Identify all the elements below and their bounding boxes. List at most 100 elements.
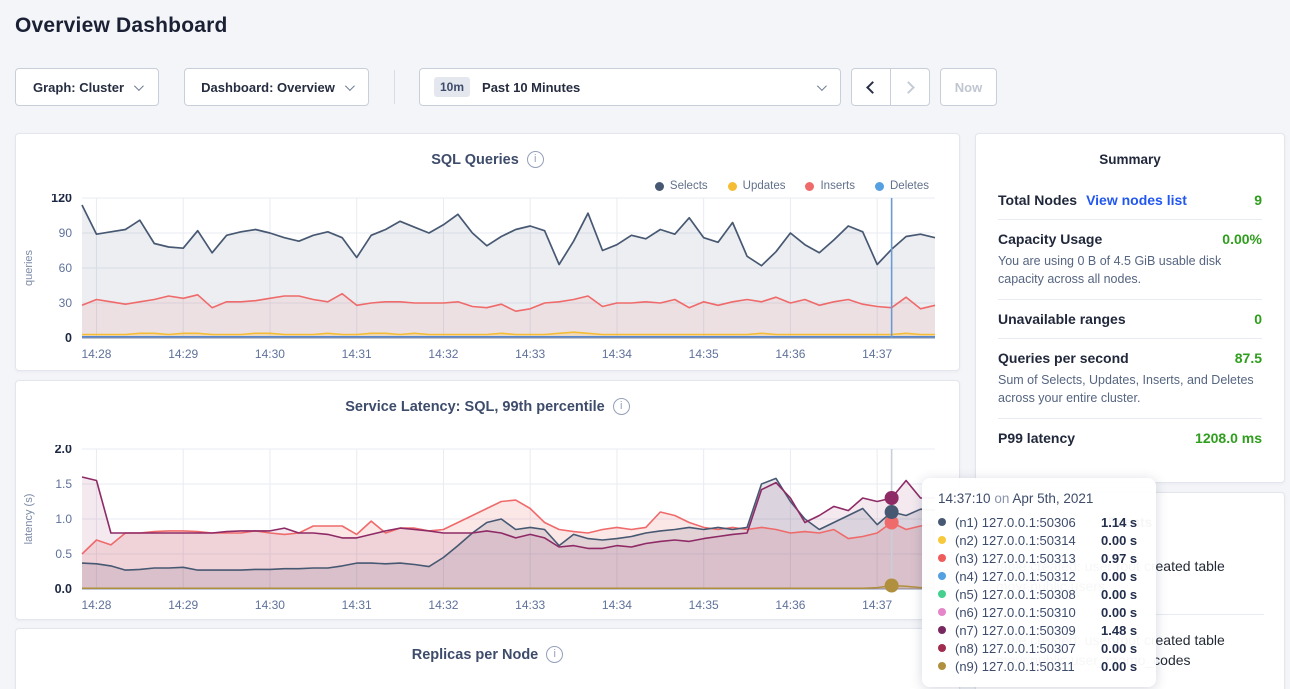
time-next-button[interactable] bbox=[890, 68, 930, 106]
svg-text:60: 60 bbox=[59, 261, 73, 275]
legend-dot-icon bbox=[655, 182, 664, 191]
chart-legend: Selects Updates Inserts Deletes bbox=[655, 180, 929, 192]
service-latency-chart[interactable]: 0.0 0.5 1.0 1.5 2.0 14:28 14:29 14:30 14:31 14:32… bbox=[16, 445, 959, 621]
service-latency-chart-card: Service Latency: SQL, 99th percentile i … bbox=[15, 380, 960, 620]
legend-item-deletes[interactable]: Deletes bbox=[875, 180, 929, 192]
summary-stat-queries-per-second: Queries per second87.5Sum of Selects, Up… bbox=[998, 338, 1262, 418]
legend-dot-icon bbox=[728, 182, 737, 191]
node-color-dot-icon bbox=[938, 572, 946, 580]
view-nodes-list-link[interactable]: View nodes list bbox=[1086, 192, 1187, 208]
svg-text:14:31: 14:31 bbox=[342, 598, 372, 612]
info-icon[interactable]: i bbox=[613, 398, 630, 415]
chart-title: SQL Queries bbox=[431, 152, 519, 168]
svg-text:14:30: 14:30 bbox=[255, 598, 285, 612]
svg-text:30: 30 bbox=[59, 296, 73, 310]
svg-text:queries: queries bbox=[23, 249, 35, 286]
tooltip-node-row: (n1) 127.0.0.1:503061.14 s bbox=[938, 513, 1140, 531]
tooltip-node-row: (n5) 127.0.0.1:503080.00 s bbox=[938, 585, 1140, 603]
node-color-dot-icon bbox=[938, 590, 946, 598]
svg-text:14:32: 14:32 bbox=[428, 598, 458, 612]
sql-queries-chart-card: SQL Queries i Selects Updates Inserts Delet… bbox=[15, 133, 960, 371]
svg-text:14:28: 14:28 bbox=[81, 598, 111, 612]
legend-item-selects[interactable]: Selects bbox=[655, 180, 708, 192]
dashboard-selector-label: Dashboard: Overview bbox=[201, 80, 335, 95]
legend-dot-icon bbox=[805, 182, 814, 191]
svg-text:90: 90 bbox=[59, 226, 73, 240]
svg-text:14:31: 14:31 bbox=[342, 347, 372, 361]
svg-text:14:33: 14:33 bbox=[515, 347, 545, 361]
svg-text:14:36: 14:36 bbox=[775, 347, 805, 361]
svg-text:14:33: 14:33 bbox=[515, 598, 545, 612]
legend-item-updates[interactable]: Updates bbox=[728, 180, 786, 192]
stat-value: 1208.0 ms bbox=[1195, 430, 1262, 446]
tooltip-node-row: (n7) 127.0.0.1:503091.48 s bbox=[938, 621, 1140, 639]
svg-text:14:29: 14:29 bbox=[168, 598, 198, 612]
chevron-down-icon bbox=[134, 81, 144, 91]
node-color-dot-icon bbox=[938, 662, 946, 670]
summary-panel: Summary Total NodesView nodes list9Capac… bbox=[975, 133, 1285, 483]
info-icon[interactable]: i bbox=[527, 151, 544, 168]
chevron-left-icon bbox=[866, 81, 879, 94]
summary-stat-total-nodes: Total NodesView nodes list9 bbox=[998, 181, 1262, 219]
summary-stat-capacity-usage: Capacity Usage0.00%You are using 0 B of … bbox=[998, 219, 1262, 299]
svg-text:120: 120 bbox=[51, 194, 72, 205]
tooltip-node-row: (n8) 127.0.0.1:503070.00 s bbox=[938, 639, 1140, 657]
svg-text:14:37: 14:37 bbox=[862, 598, 892, 612]
stat-description: You are using 0 B of 4.5 GiB usable disk… bbox=[998, 253, 1262, 288]
svg-text:0.0: 0.0 bbox=[55, 582, 72, 596]
time-range-label: Past 10 Minutes bbox=[482, 80, 580, 95]
dashboard-selector-dropdown[interactable]: Dashboard: Overview bbox=[184, 68, 369, 106]
stat-value: 87.5 bbox=[1235, 350, 1262, 366]
graph-selector-dropdown[interactable]: Graph: Cluster bbox=[15, 68, 159, 106]
svg-text:14:30: 14:30 bbox=[255, 347, 285, 361]
summary-title: Summary bbox=[998, 152, 1262, 167]
svg-text:14:35: 14:35 bbox=[689, 598, 719, 612]
svg-text:0.5: 0.5 bbox=[55, 547, 72, 561]
stat-value: 0 bbox=[1254, 311, 1262, 327]
svg-text:2.0: 2.0 bbox=[55, 445, 72, 456]
graph-selector-label: Graph: Cluster bbox=[33, 80, 124, 95]
svg-text:14:36: 14:36 bbox=[775, 598, 805, 612]
tooltip-node-row: (n2) 127.0.0.1:503140.00 s bbox=[938, 531, 1140, 549]
page-title: Overview Dashboard bbox=[15, 14, 228, 38]
svg-text:14:34: 14:34 bbox=[602, 598, 632, 612]
chevron-down-icon bbox=[817, 81, 827, 91]
svg-text:14:37: 14:37 bbox=[862, 347, 892, 361]
svg-text:14:35: 14:35 bbox=[689, 347, 719, 361]
node-color-dot-icon bbox=[938, 644, 946, 652]
summary-stat-p99-latency: P99 latency1208.0 ms bbox=[998, 418, 1262, 457]
tooltip-node-row: (n3) 127.0.0.1:503130.97 s bbox=[938, 549, 1140, 567]
stat-value: 0.00% bbox=[1222, 231, 1262, 247]
time-now-button[interactable]: Now bbox=[940, 68, 997, 106]
summary-stat-unavailable-ranges: Unavailable ranges0 bbox=[998, 299, 1262, 338]
node-color-dot-icon bbox=[938, 626, 946, 634]
time-range-badge: 10m bbox=[434, 77, 470, 97]
svg-text:14:29: 14:29 bbox=[168, 347, 198, 361]
time-range-dropdown[interactable]: 10m Past 10 Minutes bbox=[419, 68, 841, 106]
node-color-dot-icon bbox=[938, 608, 946, 616]
svg-text:1.5: 1.5 bbox=[55, 477, 72, 491]
legend-item-inserts[interactable]: Inserts bbox=[805, 180, 855, 192]
node-color-dot-icon bbox=[938, 536, 946, 544]
tooltip-node-row: (n6) 127.0.0.1:503100.00 s bbox=[938, 603, 1140, 621]
info-icon[interactable]: i bbox=[546, 646, 563, 663]
svg-text:latency (s): latency (s) bbox=[23, 494, 35, 545]
chart-hover-tooltip: 14:37:10 on Apr 5th, 2021 (n1) 127.0.0.1… bbox=[922, 478, 1156, 687]
node-color-dot-icon bbox=[938, 518, 946, 526]
svg-text:0: 0 bbox=[65, 331, 72, 345]
chart-title: Replicas per Node bbox=[412, 647, 539, 663]
time-prev-button[interactable] bbox=[851, 68, 891, 106]
replicas-per-node-chart-card: Replicas per Node i bbox=[15, 628, 960, 689]
chevron-right-icon bbox=[902, 81, 915, 94]
chevron-down-icon bbox=[345, 81, 355, 91]
tooltip-node-row: (n9) 127.0.0.1:503110.00 s bbox=[938, 657, 1140, 675]
sql-queries-chart[interactable]: 030609012014:2814:2914:3014:3114:3214:33… bbox=[16, 194, 959, 370]
stat-value: 9 bbox=[1254, 192, 1262, 208]
svg-text:1.0: 1.0 bbox=[55, 512, 72, 526]
tooltip-node-row: (n4) 127.0.0.1:503120.00 s bbox=[938, 567, 1140, 585]
controls-divider bbox=[394, 70, 395, 104]
chart-title: Service Latency: SQL, 99th percentile bbox=[345, 399, 605, 415]
svg-text:14:34: 14:34 bbox=[602, 347, 632, 361]
tooltip-timestamp: 14:37:10 on Apr 5th, 2021 bbox=[938, 491, 1140, 506]
svg-text:14:32: 14:32 bbox=[428, 347, 458, 361]
